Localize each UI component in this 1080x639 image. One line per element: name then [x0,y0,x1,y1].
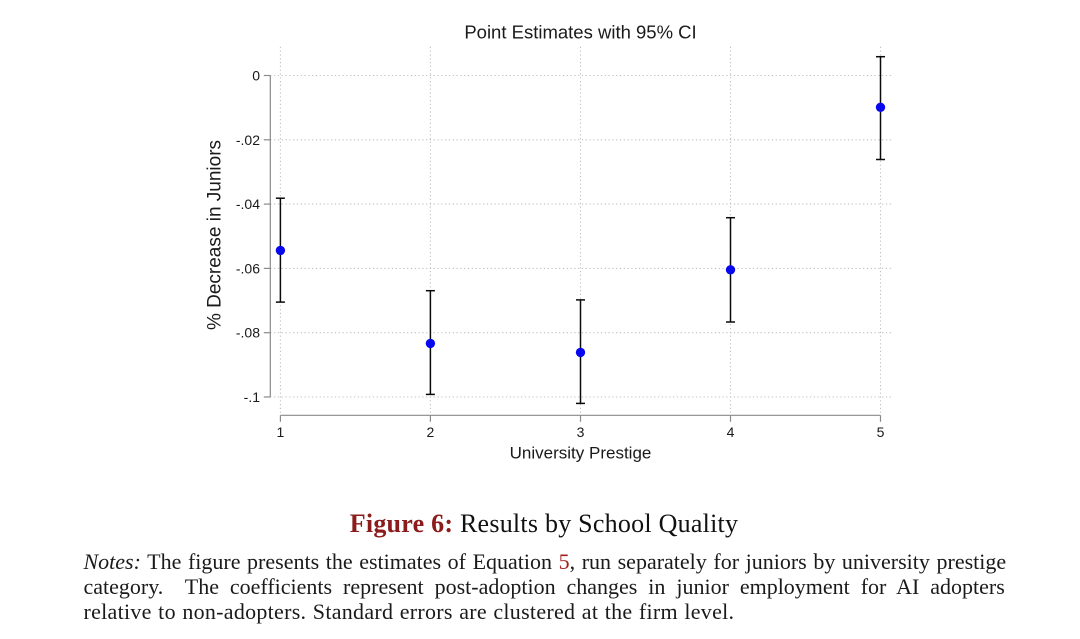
svg-text:University Prestige: University Prestige [510,443,652,462]
svg-text:-.06: -.06 [236,260,260,276]
svg-text:2: 2 [427,424,435,440]
svg-text:-.04: -.04 [236,196,260,212]
svg-text:% Decrease in Juniors: % Decrease in Juniors [205,140,226,330]
svg-text:-.1: -.1 [244,389,261,405]
svg-text:Point Estimates with 95% CI: Point Estimates with 95% CI [464,22,696,43]
svg-text:0: 0 [252,68,260,84]
svg-text:5: 5 [877,424,885,440]
svg-text:4: 4 [727,424,735,440]
svg-text:1: 1 [277,424,285,440]
svg-text:-.08: -.08 [236,325,260,341]
svg-text:-.02: -.02 [236,132,260,148]
svg-text:3: 3 [577,424,585,440]
